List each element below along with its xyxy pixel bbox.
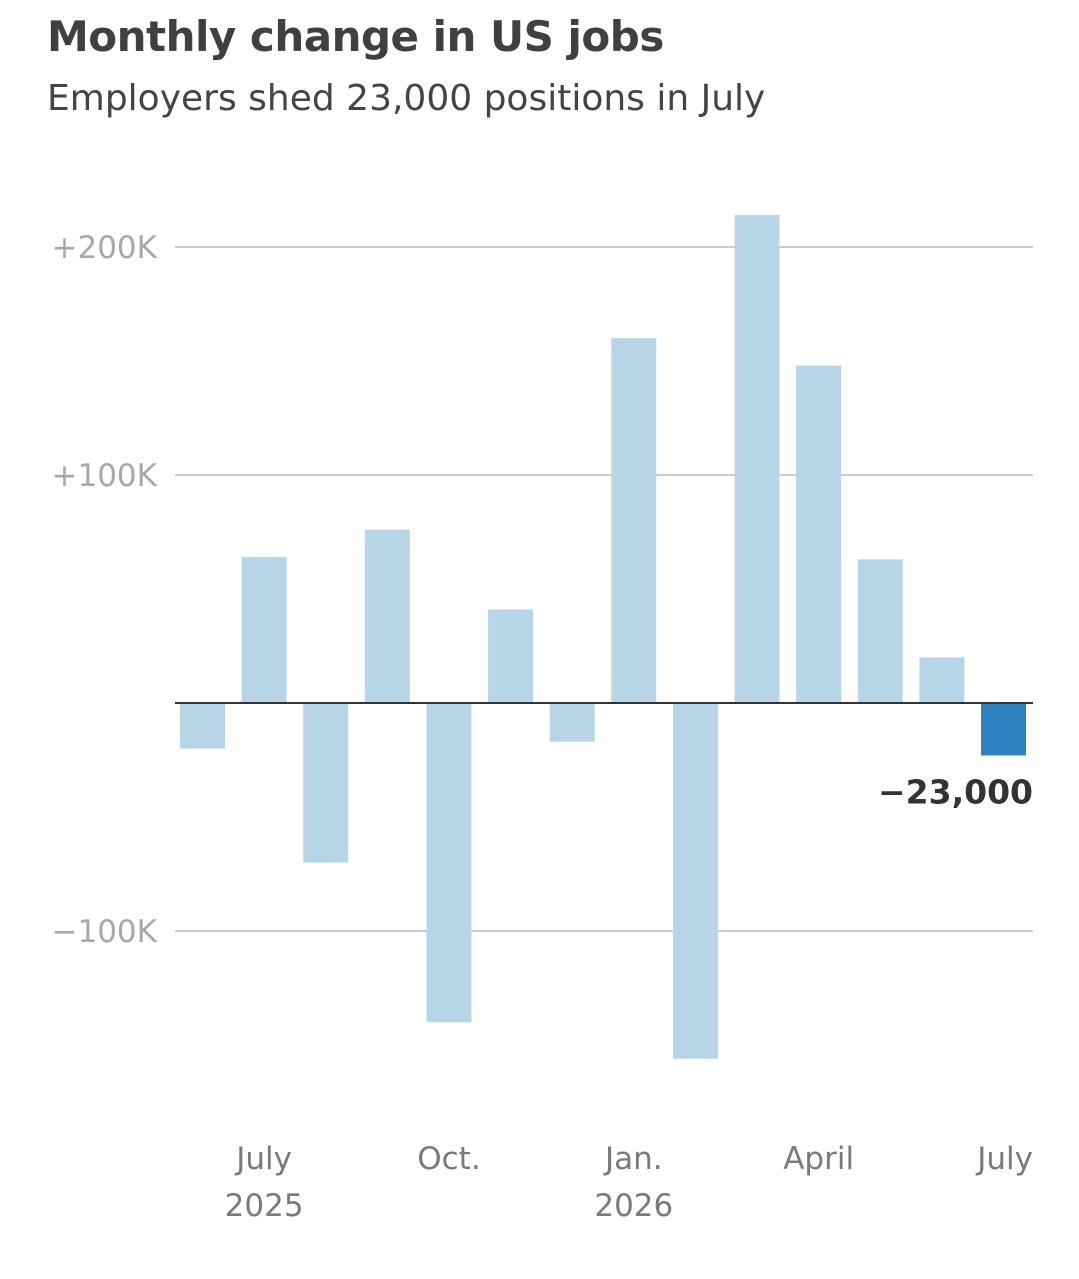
highlight-value-label: −23,000 (878, 772, 1033, 811)
bar-2025-11 (488, 609, 534, 703)
bar-2025-10 (426, 703, 472, 1023)
x-tick-label: 2026 (594, 1188, 673, 1224)
x-tick-label: July (975, 1141, 1033, 1177)
bars (180, 215, 1026, 1059)
bar-2025-09 (364, 529, 410, 703)
bar-2026-05 (857, 559, 903, 703)
bar-2025-08 (303, 703, 349, 863)
bar-2025-06 (180, 703, 225, 749)
x-tick-label: 2025 (225, 1188, 304, 1224)
bar-2026-06 (919, 657, 965, 703)
x-tick-label: July (234, 1141, 292, 1177)
bar-2025-12 (549, 703, 595, 742)
x-tick-label: April (783, 1141, 854, 1177)
y-tick-label: +200K (52, 230, 158, 266)
bar-2026-07 (981, 703, 1026, 756)
x-tick-label: Oct. (417, 1141, 480, 1177)
chart-subtitle: Employers shed 23,000 positions in July (47, 78, 766, 119)
chart-title: Monthly change in US jobs (47, 12, 664, 61)
bar-2026-04 (796, 365, 842, 703)
bar-2026-01 (611, 338, 657, 703)
bar-2026-03 (734, 215, 780, 703)
bar-2025-07 (241, 557, 287, 703)
x-tick-label: Jan. (603, 1141, 663, 1177)
gridlines (175, 246, 1033, 932)
y-tick-label: −100K (52, 914, 158, 950)
labels: +200K +100K −100K July 2025 Oct. Jan. 2026 April… (52, 230, 1033, 1224)
bar-2026-02 (672, 703, 718, 1059)
y-tick-label: +100K (52, 458, 158, 494)
